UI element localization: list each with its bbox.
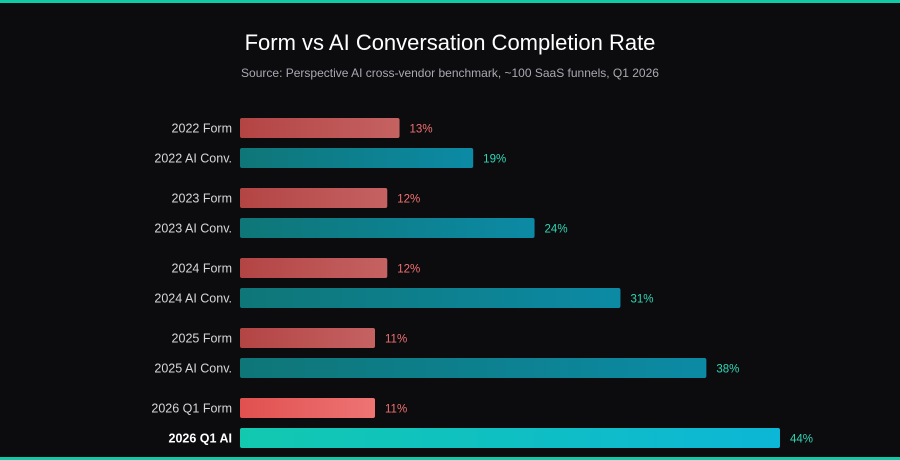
ai-conv-bar xyxy=(240,358,707,378)
form-bar xyxy=(240,328,375,348)
category-label: 2023 Form xyxy=(172,192,232,206)
chart-subtitle: Source: Perspective AI cross-vendor benc… xyxy=(241,66,659,80)
form-bar xyxy=(240,398,375,418)
value-label: 31% xyxy=(630,294,653,306)
top-accent-line xyxy=(0,0,900,3)
bottom-accent-line xyxy=(0,457,900,460)
form-bar xyxy=(240,258,388,278)
value-label: 13% xyxy=(410,124,433,136)
ai-conv-bar xyxy=(240,218,535,238)
category-label: 2026 Q1 Form xyxy=(151,402,232,416)
value-label: 38% xyxy=(716,364,739,376)
ai-conv-bar xyxy=(240,428,780,448)
value-label: 11% xyxy=(385,404,407,416)
chart-title: Form vs AI Conversation Completion Rate xyxy=(244,30,656,55)
form-bar xyxy=(240,188,388,208)
category-label: 2024 Form xyxy=(172,262,232,276)
category-label: 2025 Form xyxy=(172,332,232,346)
ai-conv-bar xyxy=(240,288,621,308)
bars-layer: 2022 Form 13% 2022 AI Conv. 19% 2023 Form 12%… xyxy=(151,118,813,448)
ai-conv-bar xyxy=(240,148,474,168)
value-label: 24% xyxy=(545,224,568,236)
value-label: 19% xyxy=(483,154,506,166)
category-label: 2023 AI Conv. xyxy=(154,222,232,236)
value-label: 12% xyxy=(397,194,420,206)
value-label: 44% xyxy=(790,434,813,446)
form-bar xyxy=(240,118,400,138)
category-label: 2025 AI Conv. xyxy=(154,362,232,376)
category-label: 2026 Q1 AI xyxy=(169,432,232,446)
category-label: 2022 AI Conv. xyxy=(154,152,232,166)
category-label: 2022 Form xyxy=(172,122,232,136)
category-label: 2024 AI Conv. xyxy=(154,292,232,306)
value-label: 11% xyxy=(385,334,407,346)
value-label: 12% xyxy=(397,264,420,276)
